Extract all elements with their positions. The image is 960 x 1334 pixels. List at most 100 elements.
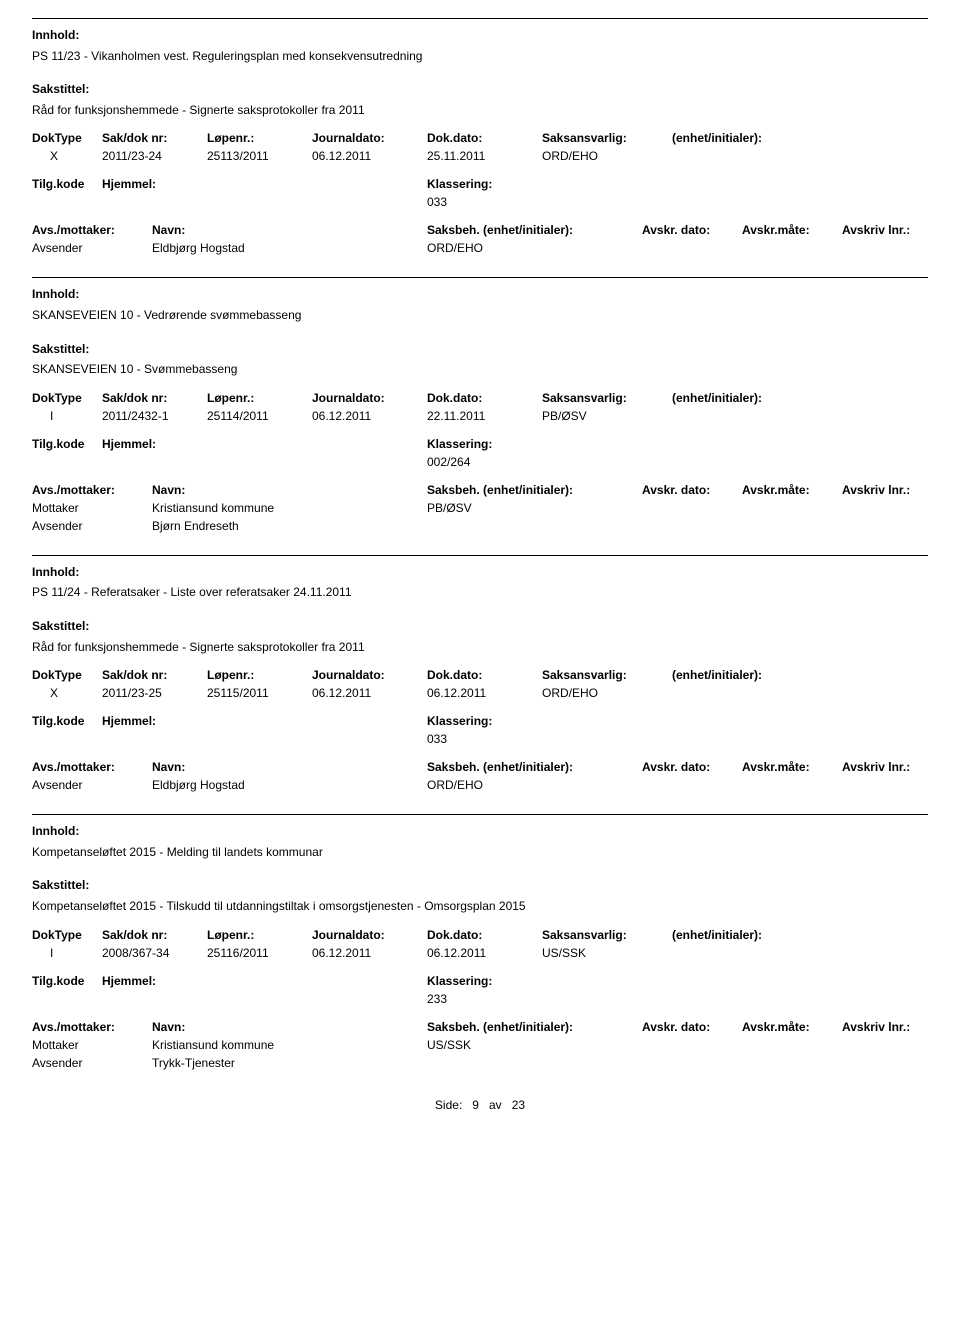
party-name: Eldbjørg Hogstad [152,241,245,255]
party-name: Trykk-Tjenester [152,1056,235,1070]
header-row-1: DokType Sak/dok nr: Løpenr.: Journaldato… [32,928,928,946]
party-row: Avsender Eldbjørg Hogstad ORD/EHO [32,241,928,259]
value-row-2: 033 [32,195,928,213]
party-row: Avsender Trykk-Tjenester [32,1056,928,1074]
doktype-label: DokType [32,928,82,942]
sakstittel-value: SKANSEVEIEN 10 - Svømmebasseng [32,362,928,378]
avsmottaker-label: Avs./mottaker: [32,760,115,774]
enhet-label: (enhet/initialer): [672,668,762,682]
saksbeh-label: Saksbeh. (enhet/initialer): [427,223,573,237]
tilgkode-label: Tilg.kode [32,714,84,728]
dokdato-label: Dok.dato: [427,928,482,942]
enhet-label: (enhet/initialer): [672,391,762,405]
header-row-2: Tilg.kode Hjemmel: Klassering: [32,714,928,732]
header-row-2: Tilg.kode Hjemmel: Klassering: [32,974,928,992]
innhold-label: Innhold: [32,287,928,303]
tilgkode-label: Tilg.kode [32,974,84,988]
hjemmel-label: Hjemmel: [102,437,156,451]
dokdato-value: 06.12.2011 [427,946,486,960]
sakdok-value: 2011/2432-1 [102,409,169,423]
value-row-1: I 2011/2432-1 25114/2011 06.12.2011 22.1… [32,409,928,427]
innhold-value: SKANSEVEIEN 10 - Vedrørende svømmebassen… [32,308,928,324]
value-row-1: X 2011/23-25 25115/2011 06.12.2011 06.12… [32,686,928,704]
doktype-label: DokType [32,131,82,145]
sakdok-label: Sak/dok nr: [102,928,167,942]
sakstittel-label: Sakstittel: [32,878,928,894]
avskrdato-label: Avskr. dato: [642,483,710,497]
hjemmel-label: Hjemmel: [102,714,156,728]
saksansvarlig-label: Saksansvarlig: [542,928,627,942]
avskrmate-label: Avskr.måte: [742,1020,810,1034]
doktype-value: X [50,686,58,700]
sakdok-label: Sak/dok nr: [102,391,167,405]
value-row-2: 033 [32,732,928,750]
party-name: Bjørn Endreseth [152,519,239,533]
footer-side-label: Side: [435,1098,462,1112]
dokdato-label: Dok.dato: [427,391,482,405]
dokdato-label: Dok.dato: [427,668,482,682]
saksbeh-label: Saksbeh. (enhet/initialer): [427,1020,573,1034]
header-row-2: Tilg.kode Hjemmel: Klassering: [32,177,928,195]
header-row-3: Avs./mottaker: Navn: Saksbeh. (enhet/ini… [32,1020,928,1038]
innhold-label: Innhold: [32,28,928,44]
sakstittel-value: Råd for funksjonshemmede - Signerte saks… [32,103,928,119]
lopenr-label: Løpenr.: [207,928,254,942]
lopenr-value: 25113/2011 [207,149,269,163]
party-name: Kristiansund kommune [152,501,274,515]
journaldato-label: Journaldato: [312,131,385,145]
party-row: Mottaker Kristiansund kommune PB/ØSV [32,501,928,519]
lopenr-label: Løpenr.: [207,131,254,145]
sakstittel-value: Kompetanseløftet 2015 - Tilskudd til utd… [32,899,928,915]
party-role: Avsender [32,1056,82,1070]
saksansvarlig-value: ORD/EHO [542,149,598,163]
doktype-value: I [50,409,53,423]
sakstittel-label: Sakstittel: [32,82,928,98]
sakdok-value: 2011/23-24 [102,149,162,163]
saksbeh-value: US/SSK [427,1038,471,1052]
innhold-label: Innhold: [32,565,928,581]
party-row: Avsender Bjørn Endreseth [32,519,928,537]
klassering-value: 033 [427,732,447,746]
value-row-2: 002/264 [32,455,928,473]
header-row-1: DokType Sak/dok nr: Løpenr.: Journaldato… [32,131,928,149]
lopenr-value: 25114/2011 [207,409,269,423]
klassering-value: 233 [427,992,447,1006]
journal-record: Innhold: PS 11/23 - Vikanholmen vest. Re… [32,18,928,277]
records-container: Innhold: PS 11/23 - Vikanholmen vest. Re… [32,18,928,1092]
header-row-3: Avs./mottaker: Navn: Saksbeh. (enhet/ini… [32,760,928,778]
header-row-2: Tilg.kode Hjemmel: Klassering: [32,437,928,455]
navn-label: Navn: [152,1020,185,1034]
saksbeh-label: Saksbeh. (enhet/initialer): [427,483,573,497]
doktype-value: X [50,149,58,163]
navn-label: Navn: [152,223,185,237]
sakstittel-value: Råd for funksjonshemmede - Signerte saks… [32,640,928,656]
avskrivlnr-label: Avskriv lnr.: [842,1020,910,1034]
enhet-label: (enhet/initialer): [672,928,762,942]
innhold-value: Kompetanseløftet 2015 - Melding til land… [32,845,928,861]
value-row-2: 233 [32,992,928,1010]
party-role: Mottaker [32,1038,79,1052]
lopenr-label: Løpenr.: [207,391,254,405]
klassering-value: 033 [427,195,447,209]
innhold-value: PS 11/23 - Vikanholmen vest. Regulerings… [32,49,928,65]
avskrmate-label: Avskr.måte: [742,760,810,774]
header-row-3: Avs./mottaker: Navn: Saksbeh. (enhet/ini… [32,483,928,501]
lopenr-label: Løpenr.: [207,668,254,682]
dokdato-value: 22.11.2011 [427,409,485,423]
klassering-label: Klassering: [427,974,492,988]
avskrivlnr-label: Avskriv lnr.: [842,483,910,497]
dokdato-label: Dok.dato: [427,131,482,145]
avskrivlnr-label: Avskriv lnr.: [842,223,910,237]
header-row-1: DokType Sak/dok nr: Løpenr.: Journaldato… [32,668,928,686]
value-row-1: X 2011/23-24 25113/2011 06.12.2011 25.11… [32,149,928,167]
sakdok-label: Sak/dok nr: [102,668,167,682]
journal-record: Innhold: PS 11/24 - Referatsaker - Liste… [32,555,928,814]
value-row-1: I 2008/367-34 25116/2011 06.12.2011 06.1… [32,946,928,964]
dokdato-value: 25.11.2011 [427,149,485,163]
sakdok-value: 2008/367-34 [102,946,169,960]
avskrivlnr-label: Avskriv lnr.: [842,760,910,774]
sakdok-value: 2011/23-25 [102,686,162,700]
party-role: Avsender [32,519,82,533]
saksansvarlig-value: PB/ØSV [542,409,587,423]
party-role: Avsender [32,778,82,792]
